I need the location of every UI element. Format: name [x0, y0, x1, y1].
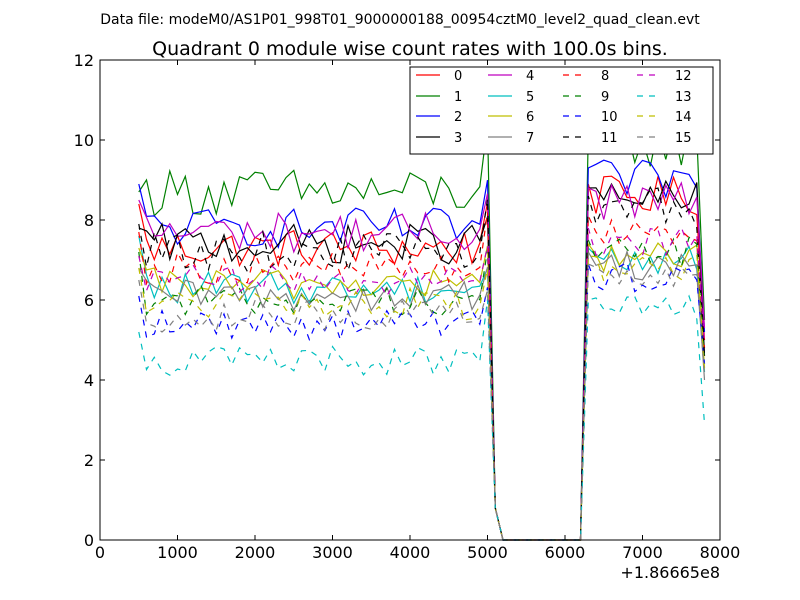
- series-line-9: [138, 236, 706, 541]
- x-tick-label: 5000: [467, 543, 508, 562]
- x-tick-label: 7000: [622, 543, 663, 562]
- legend-label-9: 9: [601, 90, 609, 105]
- x-tick-label: 0: [95, 543, 105, 562]
- y-tick-label: 12: [74, 51, 94, 70]
- legend-label-13: 13: [675, 90, 692, 105]
- x-tick-label: 3000: [312, 543, 353, 562]
- legend-label-12: 12: [675, 69, 692, 84]
- legend-label-7: 7: [526, 131, 534, 146]
- legend-label-0: 0: [454, 69, 462, 84]
- series-line-12: [138, 225, 706, 541]
- legend-label-14: 14: [675, 110, 692, 125]
- legend-label-8: 8: [601, 69, 609, 84]
- x-tick-label: 8000: [700, 543, 741, 562]
- legend-label-10: 10: [601, 110, 618, 125]
- legend-label-11: 11: [601, 131, 618, 146]
- legend-label-5: 5: [526, 90, 534, 105]
- series-lines: [138, 119, 706, 541]
- legend-label-1: 1: [454, 90, 462, 105]
- chart-title: Quadrant 0 module wise count rates with …: [152, 38, 668, 60]
- x-tick-label: 1000: [157, 543, 198, 562]
- y-tick-label: 6: [84, 291, 94, 310]
- legend-label-2: 2: [454, 110, 462, 125]
- series-line-3: [138, 179, 706, 541]
- y-tick-label: 2: [84, 451, 94, 470]
- x-tick-label: 6000: [545, 543, 586, 562]
- legend-label-3: 3: [454, 131, 462, 146]
- series-line-13: [138, 294, 706, 541]
- series-line-15: [138, 263, 706, 541]
- series-line-0: [138, 175, 706, 541]
- x-offset-label: +1.86665e8: [620, 563, 720, 582]
- legend-label-15: 15: [675, 131, 692, 146]
- y-tick-label: 10: [74, 131, 94, 150]
- legend-label-4: 4: [526, 69, 534, 84]
- legend-box: [409, 66, 714, 155]
- y-tick-label: 0: [84, 531, 94, 550]
- x-tick-label: 2000: [235, 543, 276, 562]
- series-line-10: [138, 261, 706, 541]
- series-line-14: [138, 253, 706, 541]
- axis-ticks: 0 1000 2000 3000 4000 5000 6000 7000 80000246810…: [74, 51, 741, 562]
- y-tick-label: 8: [84, 211, 94, 230]
- series-line-6: [138, 242, 706, 541]
- x-tick-label: 4000: [390, 543, 431, 562]
- series-line-4: [138, 181, 706, 541]
- y-tick-label: 4: [84, 371, 94, 390]
- data-file-caption: Data file: modeM0/AS1P01_998T01_90000001…: [100, 12, 700, 28]
- series-line-8: [138, 212, 706, 541]
- legend-label-6: 6: [526, 110, 534, 125]
